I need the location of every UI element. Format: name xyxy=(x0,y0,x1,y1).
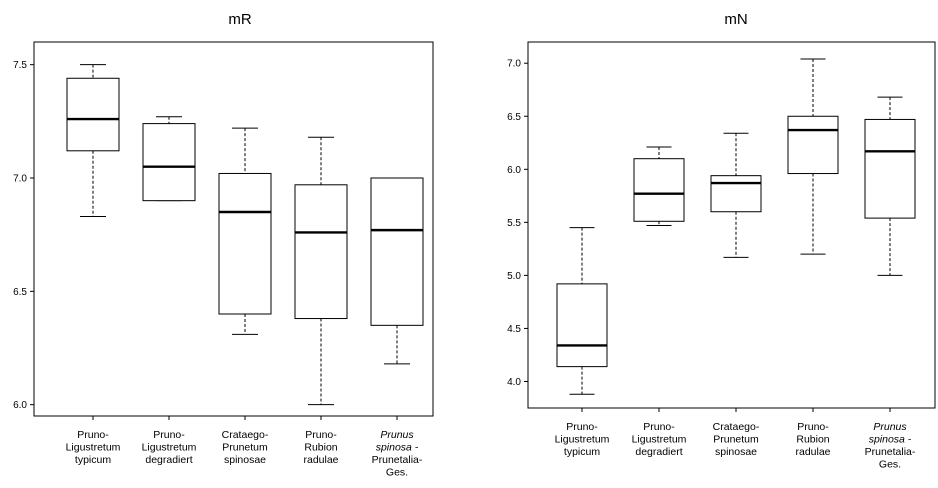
interquartile-box xyxy=(556,283,608,368)
plot-frame xyxy=(33,41,434,417)
x-category-label: Pruno-Ligustretum degradiert xyxy=(142,429,197,466)
box-2 xyxy=(633,146,685,227)
chart-title: mR xyxy=(228,11,251,28)
box-5 xyxy=(864,96,916,276)
box-2 xyxy=(142,116,196,202)
x-category-label: Crataego-Prunetum spinosae xyxy=(222,429,269,466)
box-4 xyxy=(294,136,348,406)
interquartile-box xyxy=(787,115,839,175)
y-tick-label: 7.0 xyxy=(507,59,521,70)
y-tick-label: 6.5 xyxy=(507,112,521,123)
interquartile-box xyxy=(294,184,348,320)
y-tick-label: 5.5 xyxy=(507,218,521,229)
chart-panel-mN: mN 4.0 4.5 5.0 5.5 6.0 6.5 7.0 Pruno-Ligustretu… xyxy=(507,11,936,471)
interquartile-box xyxy=(370,177,424,326)
interquartile-box xyxy=(218,172,272,315)
x-category-label: Crataego-Prunetum spinosae xyxy=(713,421,760,458)
interquartile-box xyxy=(710,175,762,213)
box-1 xyxy=(66,64,120,218)
x-category-label: Pruno-Rubion radulae xyxy=(795,421,830,458)
interquartile-box xyxy=(864,118,916,219)
y-tick-label: 6.0 xyxy=(507,165,521,176)
y-tick-label: 6.5 xyxy=(13,287,27,298)
interquartile-box xyxy=(633,158,685,222)
y-tick-label: 7.0 xyxy=(13,174,27,185)
box-3 xyxy=(218,127,272,335)
x-category-label: Pruno-Ligustretum typicum xyxy=(555,421,610,458)
box-1 xyxy=(556,227,608,395)
x-category-label: Pruno-Rubion radulae xyxy=(303,429,338,466)
y-tick-label: 4.5 xyxy=(507,324,521,335)
x-category-label: Prunus spinosa -Prunetalia-Ges. xyxy=(372,429,423,479)
chart-panel-mR: mR 6.0 6.5 7.0 7.5 Pruno-Ligustretum typicum P… xyxy=(13,11,434,479)
x-category-label: Prunus spinosa -Prunetalia-Ges. xyxy=(865,421,916,471)
y-tick-label: 4.0 xyxy=(507,377,521,388)
box-5 xyxy=(370,177,424,365)
plot-frame xyxy=(527,41,936,409)
chart-title: mN xyxy=(724,11,747,28)
box-3 xyxy=(710,132,762,258)
y-tick-label: 6.0 xyxy=(13,400,27,411)
x-category-label: Pruno-Ligustretum typicum xyxy=(66,429,121,466)
y-tick-label: 5.0 xyxy=(507,271,521,282)
x-category-label: Pruno-Ligustretum degradiert xyxy=(632,421,687,458)
box-4 xyxy=(787,58,839,255)
y-tick-label: 7.5 xyxy=(13,60,27,71)
interquartile-box xyxy=(142,123,196,202)
interquartile-box xyxy=(66,77,120,152)
